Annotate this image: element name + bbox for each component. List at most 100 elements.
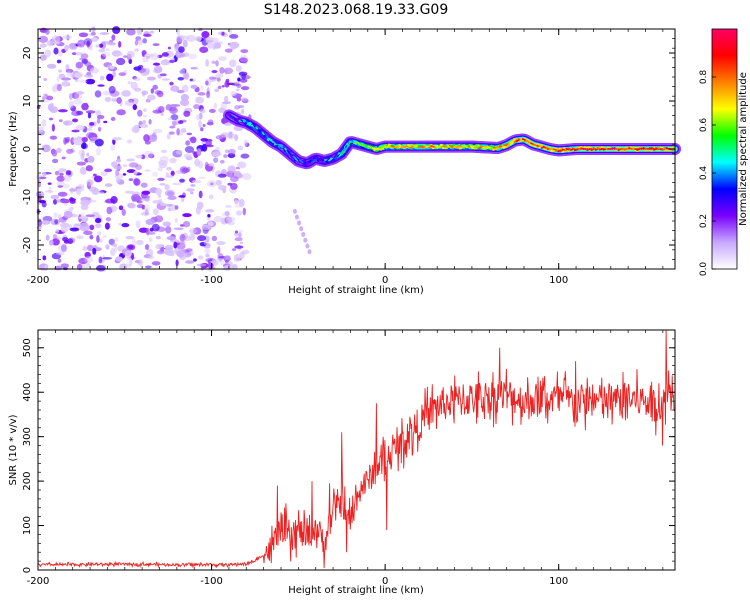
noise-blob <box>169 157 177 164</box>
noise-blob <box>68 237 76 244</box>
ridge-segment <box>461 145 466 148</box>
ridge-segment <box>446 145 451 148</box>
noise-blob <box>140 182 148 188</box>
noise-blob <box>45 234 50 241</box>
noise-blob <box>216 246 221 254</box>
noise-blob <box>126 28 136 36</box>
noise-blob <box>227 131 235 140</box>
spectrogram-y-tick-label: -10 <box>22 189 33 205</box>
noise-blob <box>235 210 243 216</box>
noise-blob <box>103 120 108 124</box>
noise-blob <box>81 136 88 143</box>
noise-blob <box>62 35 72 40</box>
noise-blob <box>238 229 243 233</box>
snr-chart: -200 -100 0 100 0 100 200 300 400 500 Height of s… <box>8 329 676 596</box>
noise-blob <box>196 148 202 157</box>
noise-blob <box>105 48 110 51</box>
noise-blob <box>96 118 101 124</box>
noise-blob <box>233 81 240 85</box>
noise-blob <box>77 39 86 48</box>
noise-blob <box>183 110 191 117</box>
noise-blob <box>206 121 214 126</box>
noise-blob <box>100 53 106 60</box>
noise-blob <box>190 184 196 187</box>
noise-blob <box>164 244 174 251</box>
noise-blob <box>79 57 84 61</box>
ridge-segment <box>496 145 501 149</box>
noise-blob <box>144 208 149 216</box>
noise-blob <box>72 138 78 143</box>
noise-blob <box>57 258 62 263</box>
ridge-segment <box>653 148 658 151</box>
noise-blob <box>174 43 180 50</box>
noise-blob <box>195 206 201 215</box>
noise-blob <box>142 119 146 125</box>
noise-blob <box>124 250 133 257</box>
noise-blob <box>66 71 72 77</box>
noise-blob <box>182 213 192 218</box>
ridge-segment <box>515 139 520 143</box>
noise-blob <box>178 46 185 53</box>
noise-blob <box>51 238 60 246</box>
noise-blob <box>165 203 173 207</box>
noise-blob <box>305 243 310 249</box>
noise-blob <box>88 186 98 192</box>
noise-blob <box>229 59 237 68</box>
noise-blob <box>200 127 204 132</box>
noise-blob <box>166 133 171 140</box>
noise-blob <box>184 260 195 264</box>
noise-blob <box>235 65 242 72</box>
noise-blob <box>41 201 47 208</box>
noise-blob <box>126 139 133 144</box>
noise-blob <box>87 155 95 163</box>
noise-blob <box>212 258 217 264</box>
noise-blob <box>234 230 239 234</box>
noise-blob <box>215 73 224 78</box>
noise-blob <box>206 91 211 99</box>
noise-blob <box>136 200 143 204</box>
noise-blob <box>183 236 192 242</box>
noise-blob <box>84 251 91 259</box>
noise-blob <box>134 48 140 52</box>
noise-blob <box>114 236 119 242</box>
noise-blob <box>92 247 97 255</box>
noise-blob <box>239 78 248 83</box>
ridge-segment <box>251 124 256 128</box>
noise-blob <box>152 128 163 134</box>
ridge-segment <box>494 147 499 150</box>
ridge-segment <box>361 144 366 147</box>
noise-blob <box>180 93 189 102</box>
noise-blob <box>111 161 118 168</box>
noise-blob <box>86 71 92 76</box>
noise-blob <box>181 84 189 93</box>
noise-blob <box>234 245 244 249</box>
noise-blob <box>189 78 194 82</box>
noise-blob <box>99 75 105 81</box>
noise-blob <box>44 49 52 58</box>
noise-blob <box>97 231 102 236</box>
spectrogram-y-tick-label: 0 <box>22 146 33 152</box>
noise-blob <box>136 259 142 265</box>
noise-blob <box>78 216 89 220</box>
noise-blob <box>159 155 169 163</box>
noise-blob <box>225 78 230 83</box>
noise-blob <box>102 90 111 96</box>
noise-blob <box>78 257 88 265</box>
noise-blob <box>200 137 209 142</box>
noise-blob <box>235 83 242 88</box>
snr-y-tick-label: 100 <box>22 516 33 535</box>
noise-blob <box>38 35 49 43</box>
noise-blob <box>198 176 207 180</box>
noise-blob <box>241 97 248 102</box>
noise-blob <box>121 208 126 216</box>
ridge-segment <box>355 141 360 145</box>
noise-blob <box>155 188 162 196</box>
noise-blob <box>184 146 195 154</box>
ridge-segment <box>571 147 576 150</box>
noise-blob <box>101 51 111 57</box>
noise-blob <box>94 90 102 98</box>
ridge-segment <box>557 149 562 153</box>
noise-blob <box>48 239 54 246</box>
noise-blob <box>136 204 145 209</box>
